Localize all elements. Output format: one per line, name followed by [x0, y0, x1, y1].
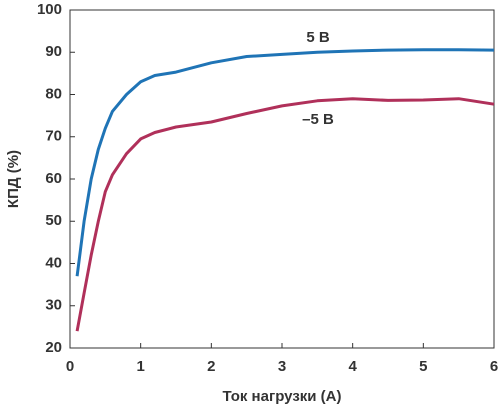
x-tick-label: 1 — [136, 358, 144, 375]
series-line — [75, 48, 495, 277]
y-tick-label: 80 — [45, 85, 62, 102]
y-tick-label: 70 — [45, 128, 62, 145]
y-tick-label: 20 — [45, 339, 62, 356]
plot-frame — [69, 9, 495, 349]
series-label: –5 В — [302, 111, 334, 128]
x-tick-label: 6 — [490, 358, 498, 375]
y-tick-label: 40 — [45, 254, 62, 271]
y-tick-label: 100 — [37, 1, 62, 18]
y-tick-label: 60 — [45, 170, 62, 187]
y-tick-label: 50 — [45, 212, 62, 229]
x-tick-label: 4 — [348, 358, 357, 375]
series-line — [75, 97, 495, 332]
series-label: 5 В — [306, 29, 330, 46]
x-tick-label: 2 — [207, 358, 215, 375]
y-axis-title: КПД (%) — [5, 150, 22, 208]
x-tick-label: 3 — [278, 358, 286, 375]
y-tick-label: 90 — [45, 43, 62, 60]
y-tick-label: 30 — [45, 297, 62, 314]
x-tick-label: 5 — [419, 358, 427, 375]
x-axis-title: Ток нагрузки (А) — [223, 388, 342, 405]
x-tick-label: 0 — [66, 358, 74, 375]
